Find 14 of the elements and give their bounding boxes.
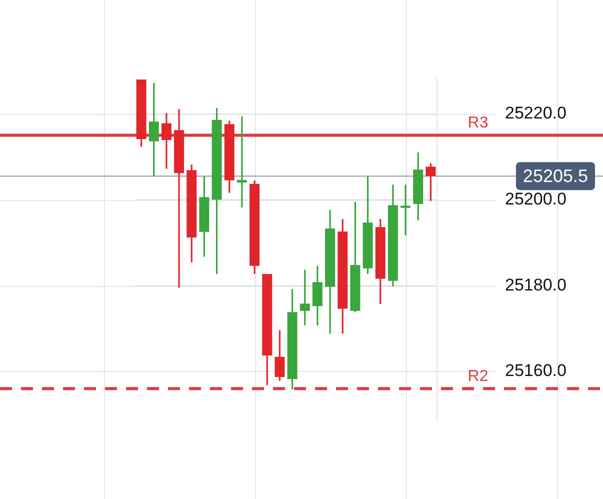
- candlestick: [426, 162, 436, 202]
- ref-line-label: R3: [468, 114, 488, 132]
- candlestick: [148, 82, 159, 178]
- ref-line-label: R2: [468, 368, 488, 386]
- candlestick: [236, 116, 247, 208]
- candlestick: [400, 184, 411, 236]
- candlestick: [161, 112, 172, 170]
- y-tick-label: 25200.0: [505, 189, 566, 208]
- y-tick-label: 25180.0: [505, 275, 566, 294]
- y-tick-label: 25160.0: [505, 361, 566, 380]
- y-tick-label: 25220.0: [505, 104, 566, 123]
- candlestick: [300, 268, 310, 326]
- annotation: 25205.5: [522, 166, 588, 186]
- candlestick: [274, 329, 285, 382]
